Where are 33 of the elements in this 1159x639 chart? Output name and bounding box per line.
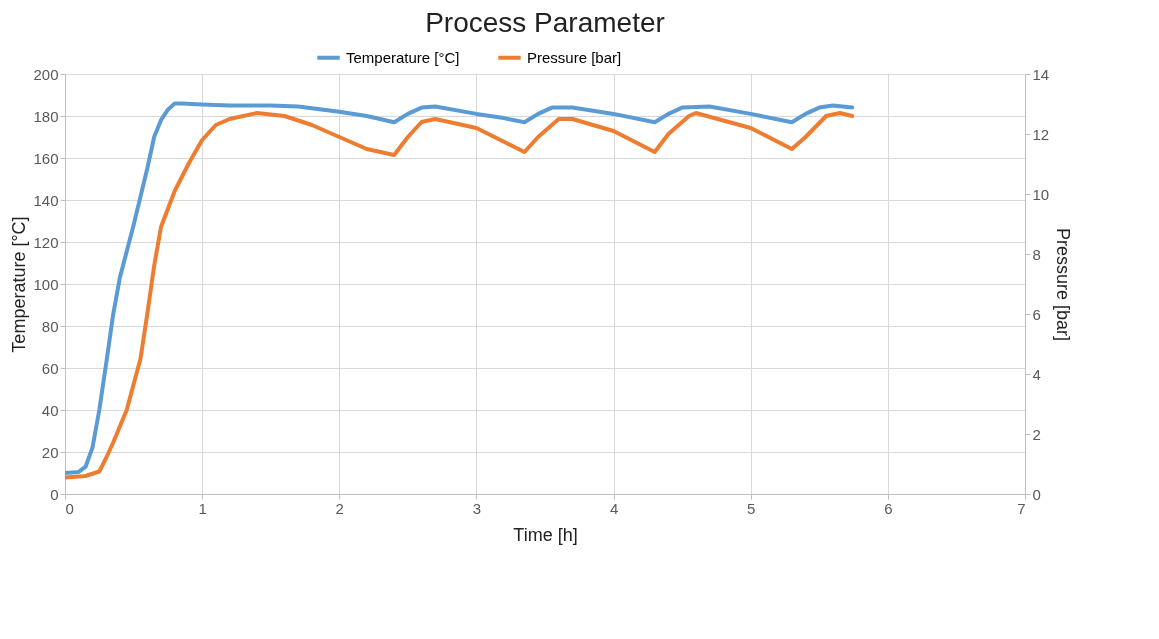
y2-tick-label: 12 [1032,125,1050,143]
y-tick-label: 20 [41,443,59,461]
legend-label: Temperature [°C] [346,48,460,66]
y-tick-label: 100 [33,275,59,293]
y-tick-label: 80 [41,317,59,335]
x-tick-label: 3 [472,499,482,517]
y-tick-label: 180 [33,107,59,125]
x-tick-label: 5 [747,499,756,517]
y2-tick-label: 10 [1032,185,1050,203]
x-tick-label: 1 [198,499,207,517]
y2-tick-label: 14 [1032,65,1050,83]
x-tick-label: 7 [1017,499,1026,517]
x-tick-label: 0 [65,499,74,517]
y2-tick-label: 0 [1032,485,1041,503]
y-tick-label: 200 [33,65,59,83]
x-tick-label: 2 [335,499,344,517]
y-tick-label: 0 [50,485,59,503]
y-tick-label: 60 [41,359,59,377]
chart-title: Process Parameter [425,7,665,38]
y-tick-label: 40 [41,401,59,419]
legend-label: Pressure [bar] [527,48,622,66]
y2-tick-label: 6 [1032,305,1041,323]
y2-tick-label: 4 [1032,365,1041,383]
y2-tick-label: 8 [1032,245,1041,263]
y-tick-label: 120 [33,233,59,251]
y2-tick-label: 2 [1032,425,1041,443]
x-tick-label: 4 [609,499,619,517]
y2-axis-title: Pressure [bar] [1053,227,1074,342]
y-tick-label: 160 [33,149,59,167]
y-axis-title: Temperature [°C] [9,216,30,353]
x-tick-label: 6 [884,499,893,517]
y-tick-label: 140 [33,191,59,209]
x-axis-title: Time [h] [513,524,578,545]
